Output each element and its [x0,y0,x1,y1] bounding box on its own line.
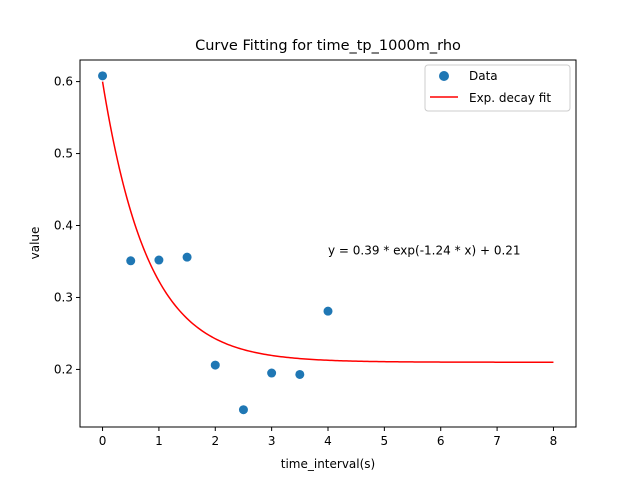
x-tick-label: 0 [99,434,107,448]
chart-title: Curve Fitting for time_tp_1000m_rho [195,38,461,54]
plot-area: 0 1 2 3 4 5 6 7 8 0.2 0.3 0.4 0.5 0.6 [54,59,577,448]
data-point [182,252,192,262]
legend-marker-data [439,71,449,81]
data-point [210,360,220,370]
x-tick-label: 3 [268,434,276,448]
x-axis-label: time_interval(s) [281,457,375,471]
data-point [154,255,164,265]
y-tick-label: 0.6 [54,75,73,89]
data-point [267,368,277,378]
y-tick-label: 0.3 [54,290,73,304]
x-tick-label: 4 [324,434,332,448]
x-tick-label: 2 [211,434,219,448]
legend: Data Exp. decay fit [424,64,571,112]
y-axis-label: value [28,227,42,260]
y-tick-label: 0.2 [54,362,73,376]
fit-curve-line [101,81,554,363]
data-point [323,306,333,316]
data-point [295,369,305,379]
x-tick-label: 7 [493,434,501,448]
data-point [126,256,136,266]
x-tick-label: 6 [437,434,445,448]
fit-equation-annotation: y = 0.39 * exp(-1.24 * x) + 0.21 [328,244,521,258]
data-point [238,405,248,415]
y-tick-label: 0.5 [54,147,73,161]
legend-label-fit: Exp. decay fit [469,91,551,105]
x-tick-label: 1 [155,434,163,448]
y-tick-label: 0.4 [54,219,73,233]
x-tick-label: 8 [550,434,558,448]
legend-label-data: Data [469,69,498,83]
x-tick-label: 5 [381,434,389,448]
legend-box [424,64,571,112]
data-point [98,71,108,81]
